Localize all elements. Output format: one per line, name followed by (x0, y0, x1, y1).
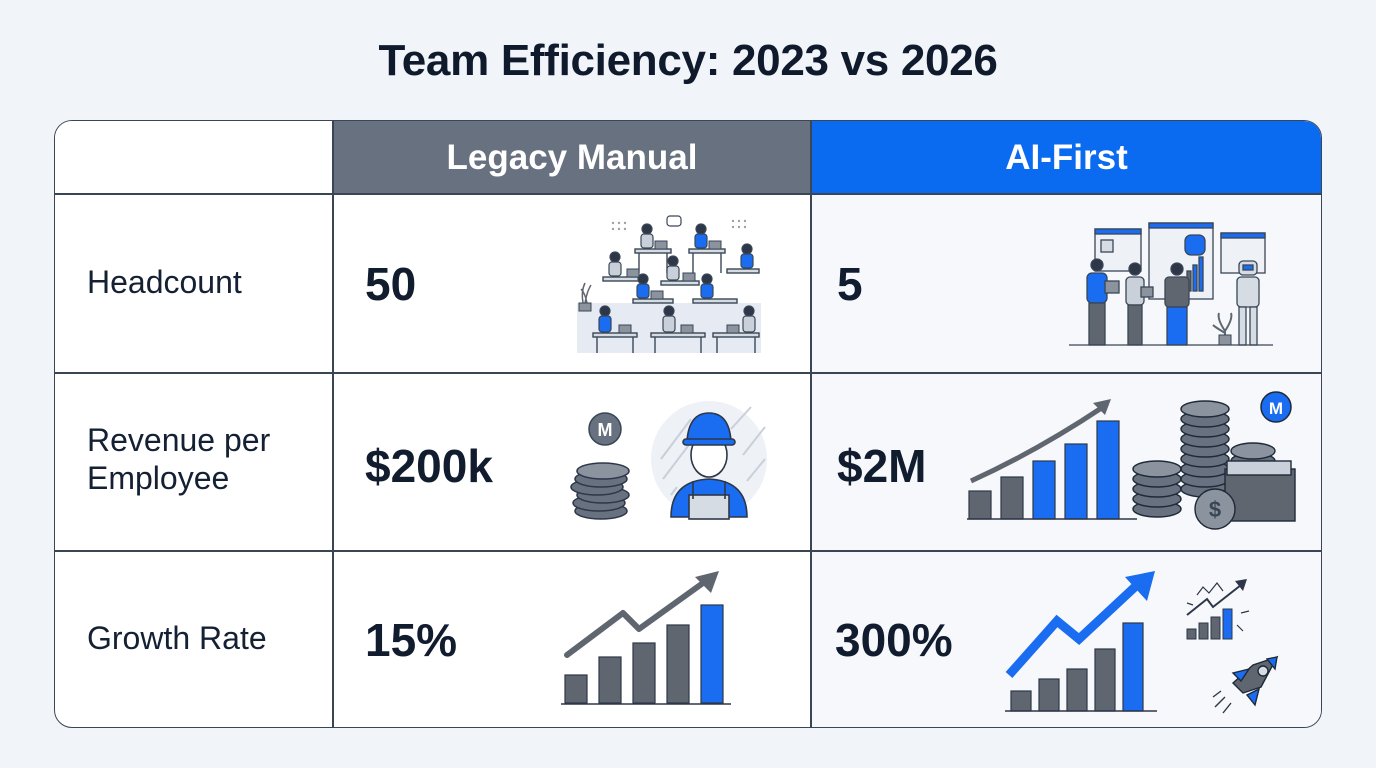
row-label-headcount: Headcount (87, 264, 242, 300)
svg-text:$: $ (1209, 497, 1221, 522)
crowded-office-icon (577, 215, 761, 353)
svg-text:M: M (1269, 399, 1283, 418)
row-label-growth-rate: Growth Rate (87, 620, 267, 656)
legacy-headcount-value: 50 (365, 258, 417, 310)
legacy-growth-value: 15% (365, 614, 458, 666)
column-divider (332, 121, 334, 727)
row-label-line2: Employee (87, 460, 230, 497)
row-label-line1: Revenue per (87, 422, 271, 458)
comparison-table: Legacy Manual AI-First Headcount 50 5 (54, 120, 1322, 728)
ai-team-robot-icon (1069, 222, 1273, 346)
coins-and-worker-icon: M (570, 401, 767, 520)
ai-headcount-value: 5 (837, 258, 863, 310)
header-blank-cell (55, 121, 333, 194)
svg-text:M: M (598, 420, 613, 440)
rising-bars-money-icon: $ M (967, 391, 1296, 530)
page-title: Team Efficiency: 2023 vs 2026 (378, 36, 998, 85)
column-divider (810, 121, 812, 727)
row-divider (55, 193, 1321, 195)
ai-revenue-value: $2M (837, 440, 927, 492)
legacy-growth-chart-icon (561, 571, 731, 705)
row-divider (55, 372, 1321, 374)
ai-growth-value: 300% (835, 614, 953, 666)
legacy-revenue-value: $200k (365, 440, 493, 492)
header-ai-first: AI-First (811, 121, 1321, 194)
row-label-revenue-per-employee: Revenue per Employee (87, 421, 270, 498)
row-divider (55, 550, 1321, 552)
header-legacy-manual: Legacy Manual (333, 121, 811, 194)
ai-growth-chart-rocket-icon (1005, 571, 1279, 714)
